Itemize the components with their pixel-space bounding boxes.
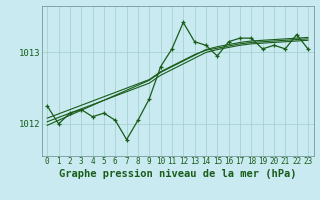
X-axis label: Graphe pression niveau de la mer (hPa): Graphe pression niveau de la mer (hPa) xyxy=(59,169,296,179)
